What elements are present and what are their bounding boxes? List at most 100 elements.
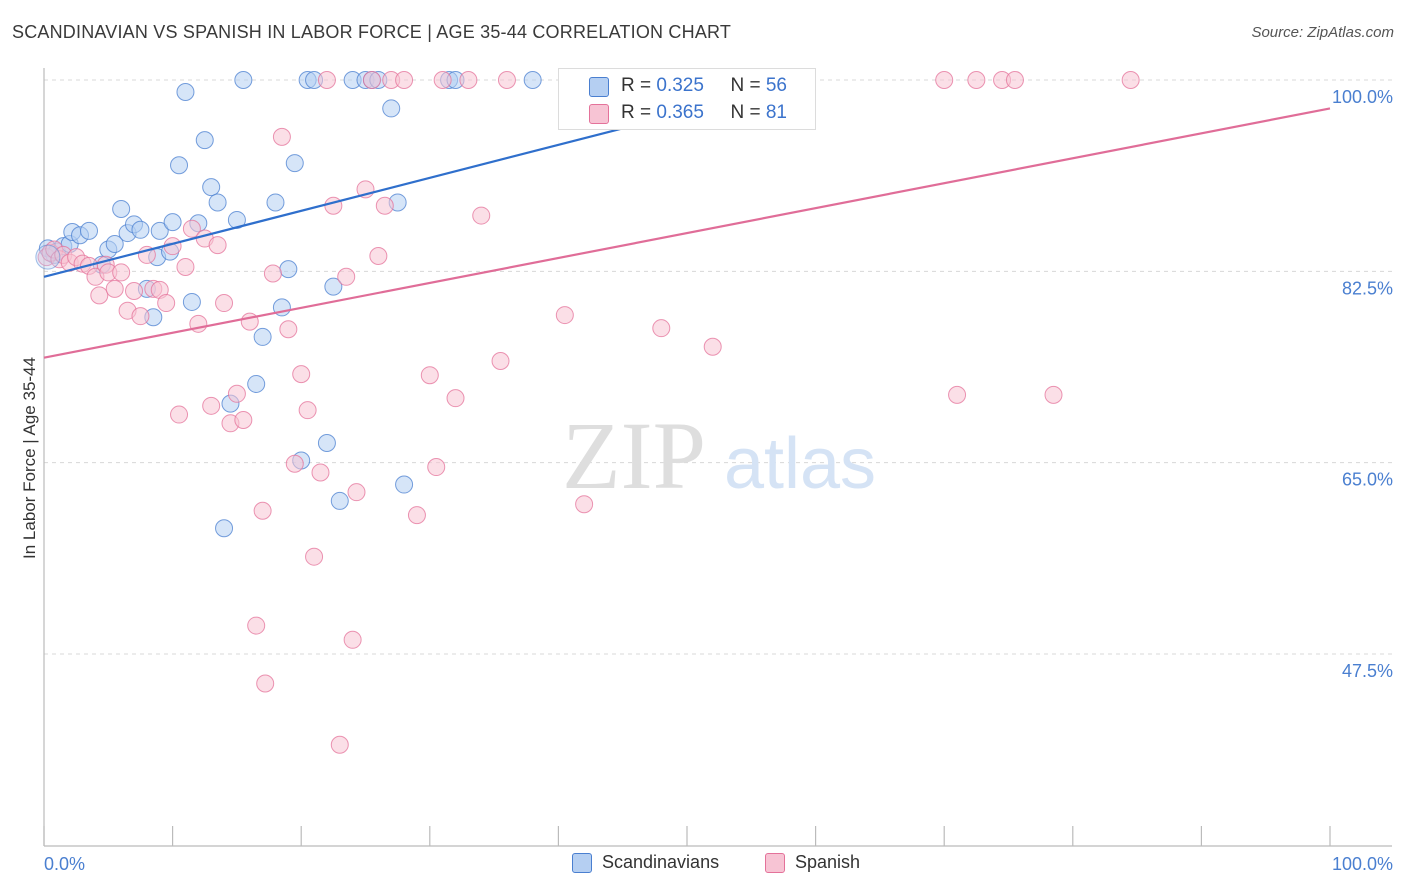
scandinavian-point [266, 193, 285, 212]
scandinavian-point [202, 178, 221, 197]
spanish-point [247, 616, 266, 635]
y-tick-label: 65.0% [1342, 470, 1393, 490]
n-label: N = [730, 102, 766, 123]
spanish-point [1044, 385, 1063, 404]
spanish-point [420, 366, 439, 385]
x-tick-label: 0.0% [44, 854, 85, 874]
scandinavian-point [330, 491, 349, 510]
r-value: 0.325 [656, 75, 704, 96]
legend-scandinavians[interactable]: Scandinavians [572, 852, 719, 873]
chart-title: SCANDINAVIAN VS SPANISH IN LABOR FORCE |… [12, 22, 732, 42]
scandinavian-point [35, 244, 61, 270]
r-label: R = [621, 75, 657, 96]
legend-swatch-blue [572, 852, 592, 873]
spanish-point [375, 196, 394, 215]
scandinavian-point [195, 131, 214, 150]
spanish-point [652, 319, 671, 338]
spanish-point [433, 71, 452, 89]
scandinavian-point [182, 292, 201, 311]
spanish-point [125, 282, 144, 301]
legend-swatch-pink [765, 852, 785, 873]
scandinavian-point [253, 327, 272, 346]
spanish-point [407, 506, 426, 525]
scandinavian-point [285, 154, 304, 173]
r-label: R = [621, 102, 657, 123]
spanish-point [330, 735, 349, 754]
spanish-point [256, 674, 275, 693]
spanish-point [948, 385, 967, 404]
scandinavian-point [382, 99, 401, 118]
spanish-point [234, 411, 253, 430]
n-value: 81 [765, 102, 787, 123]
spanish-point [1121, 71, 1140, 89]
y-tick-label: 82.5% [1342, 278, 1393, 298]
spanish-point [263, 264, 282, 283]
spanish-point [285, 454, 304, 473]
scandinavian-point [234, 71, 253, 89]
source-credit: Source: ZipAtlas.com [1251, 24, 1394, 41]
spanish-point [967, 71, 986, 89]
spanish-point [157, 294, 176, 313]
n-value: 56 [765, 75, 787, 96]
spanish-point [298, 401, 317, 420]
spanish-point [292, 365, 311, 384]
spanish-point [215, 294, 234, 313]
spanish-point [182, 219, 201, 238]
spanish-point [202, 396, 221, 415]
n-label: N = [730, 75, 766, 96]
spanish-point [446, 389, 465, 408]
legend-label-spanish: Spanish [795, 852, 861, 872]
scandinavian-point [317, 433, 336, 452]
spanish-point [395, 71, 414, 89]
spanish-point [343, 630, 362, 649]
scandinavian-point [170, 156, 189, 175]
spanish-point [324, 196, 343, 215]
scandinavian-point [208, 193, 227, 212]
stats-legend: R = 0.325 N = 56 R = 0.365 N = 81 [558, 68, 816, 130]
scandinavian-point [176, 83, 195, 102]
scandinavian-point [247, 374, 266, 393]
spanish-point [131, 307, 150, 326]
x-tick-label: 100.0% [1332, 854, 1393, 874]
spanish-point [555, 306, 574, 325]
legend-spanish[interactable]: Spanish [765, 852, 860, 873]
spanish-point [90, 286, 109, 305]
spanish-point [105, 279, 124, 298]
spanish-point [459, 71, 478, 89]
spanish-point [279, 320, 298, 339]
spanish-point [935, 71, 954, 89]
spanish-point [227, 384, 246, 403]
spanish-point [497, 71, 516, 89]
spanish-point [362, 71, 381, 89]
spanish-point [311, 463, 330, 482]
watermark-zip: ZIP [562, 402, 706, 509]
spanish-point [305, 547, 324, 566]
spanish-point [472, 206, 491, 225]
spanish-point [337, 267, 356, 286]
r-value: 0.365 [656, 102, 704, 123]
scandinavian-point [150, 221, 169, 240]
spanish-point [208, 236, 227, 255]
spanish-point [575, 495, 594, 514]
scandinavian-point [523, 71, 542, 89]
spanish-point [170, 405, 189, 424]
scandinavian-point [131, 220, 150, 239]
scandinavian-point [112, 200, 131, 219]
spanish-point [491, 351, 510, 370]
spanish-point [317, 71, 336, 89]
spanish-point [703, 337, 722, 356]
spanish-trend-line [43, 107, 1331, 359]
scandinavian-point [105, 235, 124, 253]
spanish-point [369, 247, 388, 266]
y-tick-label: 100.0% [1332, 87, 1393, 107]
legend-label-scandinavians: Scandinavians [602, 852, 720, 872]
blue-stats-swatch [589, 77, 609, 97]
spanish-point [112, 263, 131, 282]
spanish-point [427, 458, 446, 477]
spanish-point [347, 483, 366, 502]
watermark-atlas: atlas [724, 424, 876, 504]
y-tick-label: 47.5% [1342, 661, 1393, 681]
spanish-point [253, 501, 272, 520]
stats-row-spanish: R = 0.365 N = 81 [621, 102, 787, 124]
